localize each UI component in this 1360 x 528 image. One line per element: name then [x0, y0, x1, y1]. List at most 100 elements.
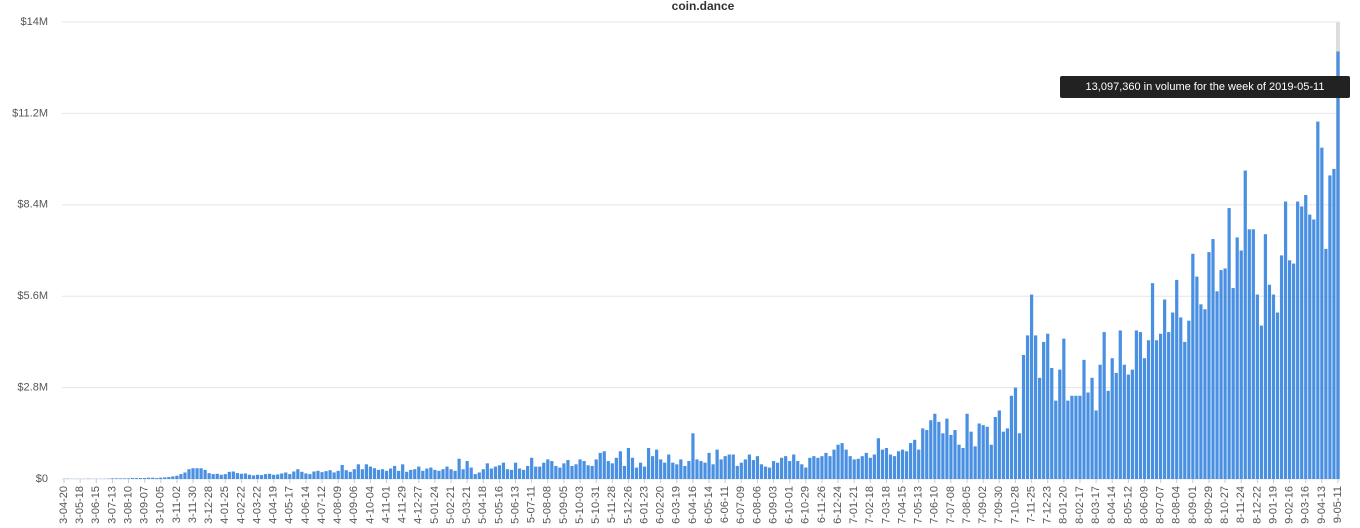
tooltip-box: [1060, 76, 1350, 98]
bar: [251, 475, 256, 479]
bar: [1251, 229, 1255, 479]
bar: [775, 462, 780, 479]
bar: [215, 473, 219, 479]
bar: [985, 426, 989, 479]
bar: [1074, 395, 1078, 479]
bar: [1078, 395, 1082, 479]
bar: [957, 444, 961, 479]
bar: [143, 478, 147, 479]
x-tick-label: 7-04-15: [896, 486, 908, 524]
bar: [1009, 395, 1014, 479]
bar: [292, 471, 296, 479]
bar: [743, 459, 747, 479]
bar: [602, 451, 606, 479]
bar: [792, 454, 796, 479]
bar: [191, 468, 195, 479]
x-tick-label: 8-09-01: [1187, 486, 1199, 524]
bar: [203, 469, 207, 479]
x-tick-label: 4-09-06: [348, 486, 360, 524]
x-tick-label: 3-05-18: [74, 486, 86, 524]
bar: [461, 469, 465, 479]
x-tick-label: 4-01-25: [219, 486, 231, 524]
bar: [804, 467, 808, 479]
x-tick-label: 8-04-14: [1106, 486, 1118, 524]
bar: [1138, 332, 1143, 479]
bar: [272, 474, 276, 479]
bar: [570, 465, 574, 479]
bar: [122, 478, 127, 479]
bar: [683, 465, 687, 479]
bar: [284, 472, 288, 479]
bar: [864, 452, 868, 479]
bar: [828, 456, 832, 479]
bar: [751, 460, 756, 479]
bar: [687, 461, 691, 479]
bar: [634, 467, 639, 479]
bar: [259, 475, 264, 479]
bar: [614, 457, 618, 479]
x-tick-label: 8-06-09: [1138, 486, 1150, 524]
x-tick-label: 6-11-26: [816, 486, 828, 523]
bar: [1211, 239, 1215, 479]
bar: [1046, 333, 1050, 479]
bar: [223, 474, 227, 479]
x-tick-label: 3-04-20: [58, 486, 70, 524]
bar: [312, 471, 316, 479]
x-tick-label: 8-02-17: [1074, 486, 1086, 524]
x-tick-label: 6-02-20: [655, 486, 667, 524]
bar: [715, 449, 719, 479]
x-tick-label: 5-04-18: [477, 486, 489, 524]
x-tick-label: 8-11-24: [1235, 486, 1247, 523]
bar: [1102, 332, 1106, 479]
bar: [646, 447, 651, 479]
bar: [179, 474, 183, 479]
bar: [949, 434, 953, 479]
bar: [1062, 338, 1066, 479]
bar: [517, 468, 522, 479]
bar: [1154, 340, 1159, 479]
y-tick-label: $14M: [20, 16, 48, 28]
bar: [610, 463, 614, 479]
bar: [1050, 368, 1054, 479]
bar: [655, 449, 659, 479]
bar: [800, 464, 804, 479]
bar: [481, 469, 485, 479]
bar: [268, 473, 272, 479]
bar: [263, 474, 268, 479]
x-tick-label: 4-07-12: [316, 486, 328, 524]
bar: [622, 465, 627, 479]
x-tick-label: 4-11-29: [397, 486, 409, 523]
x-tick-label: 9-03-16: [1300, 486, 1312, 524]
x-tick-label: 5-05-16: [493, 486, 505, 524]
bar: [352, 469, 356, 479]
bar: [501, 462, 506, 479]
x-tick-label: 5-02-21: [445, 486, 457, 524]
bar: [1142, 358, 1147, 479]
bar: [953, 430, 957, 479]
bar: [1304, 195, 1308, 479]
bar: [139, 478, 143, 479]
bar: [590, 465, 594, 479]
bar: [848, 456, 852, 479]
x-tick-label: 4-02-22: [235, 486, 247, 524]
bar: [642, 466, 647, 479]
bar: [493, 466, 498, 479]
y-tick-label: $0: [36, 473, 48, 485]
bar: [546, 459, 550, 479]
x-tick-label: 3-09-07: [139, 486, 151, 524]
bar: [1271, 294, 1276, 479]
x-tick-label: 6-07-09: [735, 486, 747, 524]
bar: [969, 431, 973, 479]
bar: [1275, 312, 1280, 479]
bar: [521, 469, 526, 479]
bar: [788, 461, 792, 479]
x-tick-label: 3-06-15: [90, 486, 102, 524]
bar: [703, 462, 707, 479]
x-tick-label: 5-09-05: [558, 486, 570, 524]
x-tick-label: 7-12-23: [1042, 486, 1054, 524]
bar: [929, 420, 933, 479]
bar: [1082, 359, 1086, 479]
x-tick-label: 5-07-11: [526, 486, 538, 523]
x-tick-label: 6-01-23: [638, 486, 650, 524]
